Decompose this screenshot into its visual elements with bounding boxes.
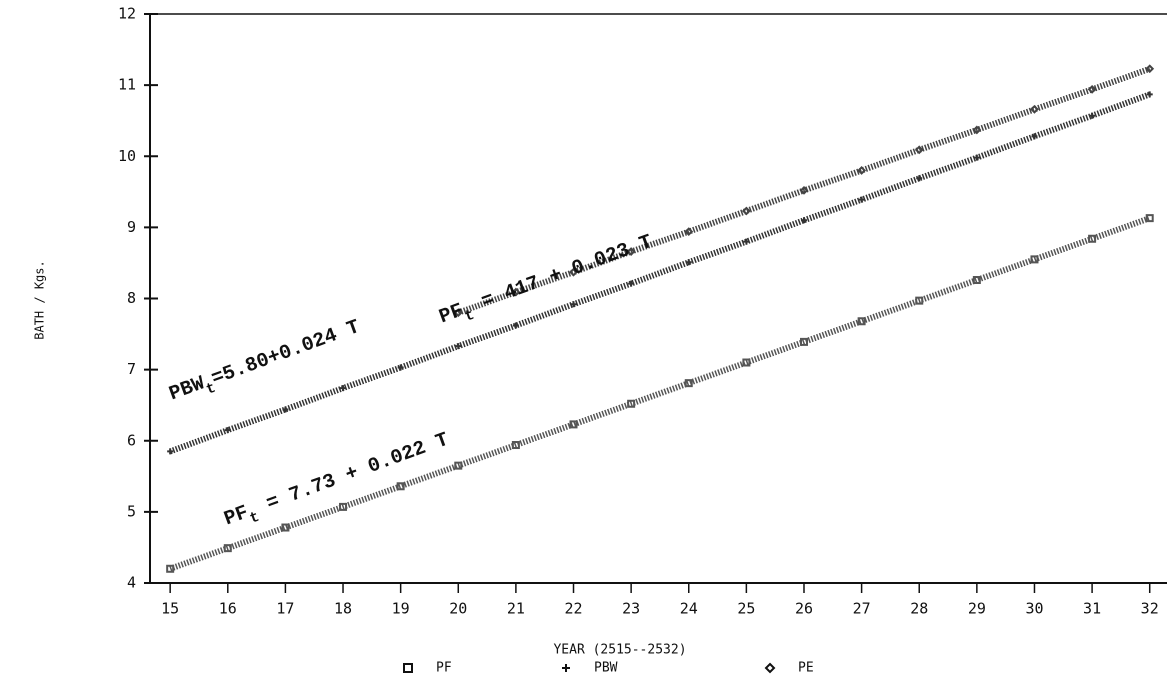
- y-tick-label: 10: [118, 147, 136, 165]
- legend-label: PE: [798, 661, 814, 676]
- annotation-rest: =5.80+0.024 T: [209, 316, 363, 391]
- x-tick-label: 21: [507, 600, 525, 618]
- marker: [686, 380, 692, 386]
- x-tick-label: 26: [795, 600, 813, 618]
- series-line: [170, 94, 1150, 451]
- y-tick-label: 6: [127, 431, 136, 449]
- marker: [1147, 215, 1153, 221]
- x-tick-label: 27: [853, 600, 871, 618]
- y-axis-label: BATH / Kgs.: [33, 260, 47, 339]
- marker: [859, 318, 865, 324]
- x-tick-label: 20: [449, 600, 467, 618]
- annotation-main: PF: [221, 502, 251, 532]
- marker: [398, 483, 404, 489]
- x-tick-label: 18: [334, 600, 352, 618]
- x-tick-label: 23: [622, 600, 640, 618]
- legend-label: PBW: [594, 661, 618, 676]
- x-tick-label: 32: [1141, 600, 1159, 618]
- x-tick-label: 24: [680, 600, 698, 618]
- marker: [1031, 106, 1037, 112]
- y-tick-label: 11: [118, 76, 136, 94]
- x-tick-label: 31: [1083, 600, 1101, 618]
- x-tick-label: 30: [1025, 600, 1043, 618]
- chart: BATH / Kgs. YEAR (2515--2532) 4 5 6 7 8 9 10 11…: [0, 0, 1167, 683]
- x-axis-label: YEAR (2515--2532): [553, 643, 686, 658]
- y-tick-label: 9: [127, 218, 136, 236]
- x-tick-label: 22: [564, 600, 582, 618]
- marker: [859, 167, 865, 173]
- x-tick-label: 29: [968, 600, 986, 618]
- marker: [974, 277, 980, 283]
- annotation: PFt = 7.73 + 0.022 T: [221, 429, 453, 536]
- marker: [766, 664, 774, 672]
- legend-label: PF: [436, 661, 452, 676]
- x-tick-label: 15: [161, 600, 179, 618]
- x-tick-label: 17: [276, 600, 294, 618]
- y-tick-label: 5: [127, 502, 136, 520]
- x-tick-label: 16: [219, 600, 237, 618]
- marker: [282, 525, 288, 531]
- y-tick-label: 12: [118, 5, 136, 23]
- x-tick-label: 28: [910, 600, 928, 618]
- marker: [404, 664, 412, 672]
- y-tick-label: 4: [127, 574, 136, 592]
- marker: [562, 664, 570, 672]
- annotation-rest: = 417 + 0.023 T: [467, 231, 655, 318]
- annotation: PBWt=5.80+0.024 T: [166, 316, 364, 411]
- marker: [571, 421, 577, 427]
- y-tick-label: 7: [127, 360, 136, 378]
- y-tick-label: 8: [127, 289, 136, 307]
- x-tick-label: 19: [392, 600, 410, 618]
- annotation: PFt = 417 + 0.023 T: [436, 231, 657, 334]
- annotation-main: PF: [436, 300, 466, 330]
- marker: [743, 208, 749, 214]
- marker: [916, 147, 922, 153]
- annotation-main: PBW: [166, 373, 208, 407]
- x-tick-label: 25: [737, 600, 755, 618]
